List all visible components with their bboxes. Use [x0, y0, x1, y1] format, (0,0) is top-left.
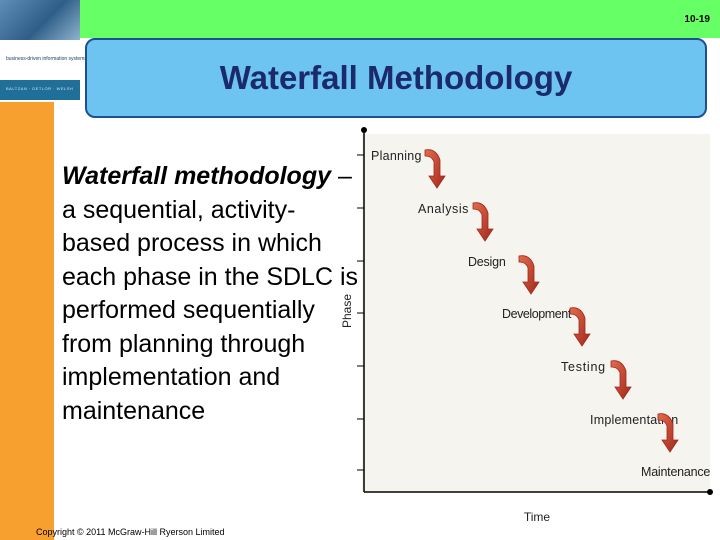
cover-subtitle: business-driven information systems	[6, 56, 87, 62]
phase-label-testing: Testing	[561, 360, 605, 374]
x-axis-cap	[707, 489, 713, 495]
diagram-axes	[361, 127, 713, 495]
cover-bar-text: BALTZAN · DETLOR · WELSH	[6, 86, 74, 91]
down-arrow-icon	[518, 255, 540, 295]
down-arrow-icon	[657, 413, 679, 453]
axis-ticks	[357, 154, 364, 471]
phase-label-implementation: Implementation	[590, 413, 678, 427]
title-box: Waterfall Methodology	[85, 38, 707, 118]
down-arrow-icon	[610, 360, 632, 400]
phase-label-maintenance: Maintenance	[641, 465, 710, 479]
definition-term: Waterfall methodology	[62, 162, 332, 190]
left-sidebar-band	[0, 38, 54, 540]
x-axis-label: Time	[524, 510, 551, 524]
down-arrow-icon	[424, 149, 446, 189]
y-axis-cap	[361, 127, 367, 133]
cover-bar	[0, 80, 80, 100]
phase-label-design: Design	[468, 255, 506, 269]
book-cover-thumbnail: business-driven information systems BALT…	[0, 0, 87, 102]
definition-text: Waterfall methodology – a sequential, ac…	[62, 160, 362, 428]
copyright-text: Copyright © 2011 McGraw-Hill Ryerson Lim…	[36, 527, 225, 537]
cover-photo	[0, 0, 80, 40]
diagram-panel	[362, 134, 710, 492]
down-arrow-icon	[569, 307, 591, 347]
phase-steps: Planning Analysis Design Development Testing…	[371, 149, 710, 479]
phase-label-development: Development	[502, 307, 572, 321]
y-axis-label: Phase	[340, 294, 354, 328]
phase-label-planning: Planning	[371, 149, 421, 163]
top-banner	[0, 0, 720, 38]
down-arrow-icon	[472, 202, 494, 242]
phase-label-analysis: Analysis	[418, 202, 468, 216]
slide-title: Waterfall Methodology	[219, 59, 573, 96]
definition-body: – a sequential, activity-based process i…	[62, 162, 359, 425]
slide-number: 10-19	[684, 14, 710, 25]
